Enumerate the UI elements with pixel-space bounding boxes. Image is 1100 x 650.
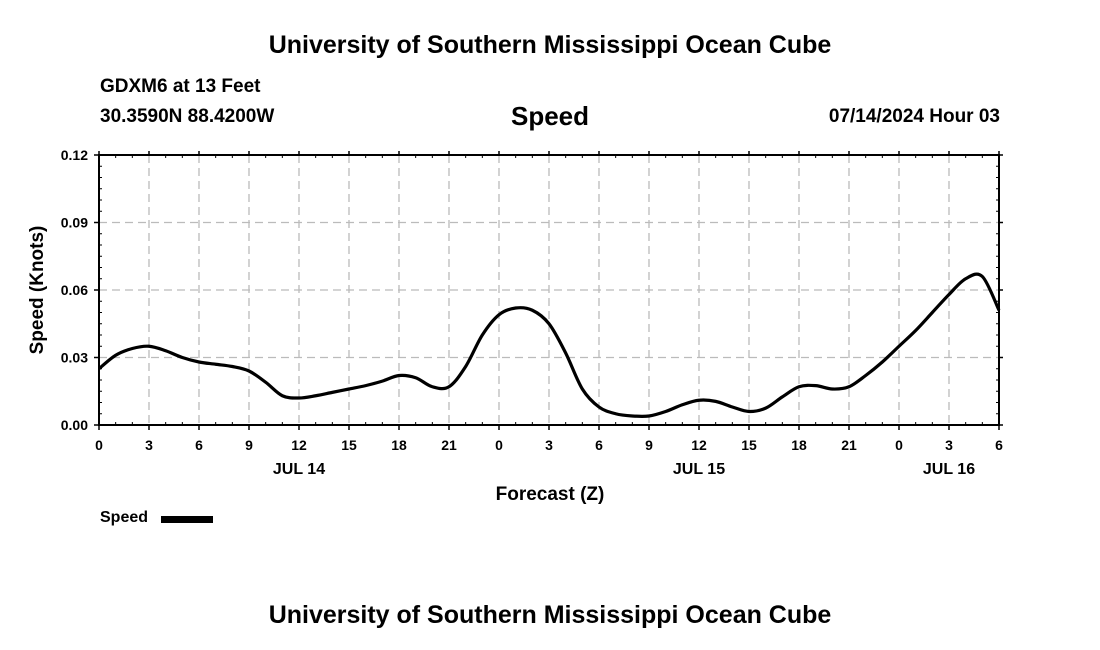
x-tick-label: 0 — [495, 437, 503, 453]
x-tick-label: 12 — [291, 437, 307, 453]
run-time-label: 07/14/2024 Hour 03 — [828, 106, 1000, 127]
date-label: JUL 14 — [273, 461, 325, 478]
x-tick-label: 3 — [545, 437, 553, 453]
x-tick-label: 15 — [741, 437, 757, 453]
x-tick-label: 9 — [245, 437, 253, 453]
y-tick-label: 0.06 — [61, 282, 88, 298]
report-title-bottom: University of Southern Mississippi Ocean… — [268, 601, 832, 629]
series-layer — [97, 272, 1001, 419]
x-tick-label: 18 — [391, 437, 407, 453]
plot-title: Speed — [510, 101, 590, 131]
legend: Speed — [100, 509, 148, 527]
x-tick-label: 21 — [441, 437, 457, 453]
y-axis-title: Speed (Knots) — [27, 226, 48, 355]
y-tick-label: 0.12 — [61, 147, 88, 163]
y-tick-label: 0.03 — [61, 350, 88, 366]
x-tick-label: 0 — [895, 437, 903, 453]
y-tick-label: 0.00 — [61, 417, 88, 433]
report-title-top: University of Southern Mississippi Ocean… — [268, 31, 832, 59]
date-label: JUL 15 — [673, 461, 725, 478]
date-label: JUL 16 — [923, 461, 975, 478]
x-tick-label: 12 — [691, 437, 707, 453]
legend-label: Speed — [100, 509, 149, 526]
x-tick-label: 6 — [195, 437, 203, 453]
x-tick-label: 0 — [95, 437, 103, 453]
tick-labels: 0 3 6 9 12 15 18 21 0 3 6 9 12 15 18 21 0 3 6 JUL 14 JUL 15 J… — [61, 147, 1003, 478]
coordinates-label: 30.3590N 88.4200W — [100, 106, 275, 127]
x-tick-label: 6 — [595, 437, 603, 453]
y-tick-label: 0.09 — [61, 215, 88, 231]
x-tick-label: 6 — [995, 437, 1003, 453]
x-tick-label: 3 — [145, 437, 153, 453]
x-tick-label: 21 — [841, 437, 857, 453]
x-tick-label: 18 — [791, 437, 807, 453]
legend-swatch — [161, 516, 213, 523]
grid — [99, 155, 999, 425]
x-tick-label: 9 — [645, 437, 653, 453]
station-label: GDXM6 at 13 Feet — [100, 76, 261, 97]
ticks — [94, 151, 1003, 430]
x-axis-title: Forecast (Z) — [496, 484, 605, 505]
x-tick-label: 15 — [341, 437, 357, 453]
x-tick-label: 3 — [945, 437, 953, 453]
